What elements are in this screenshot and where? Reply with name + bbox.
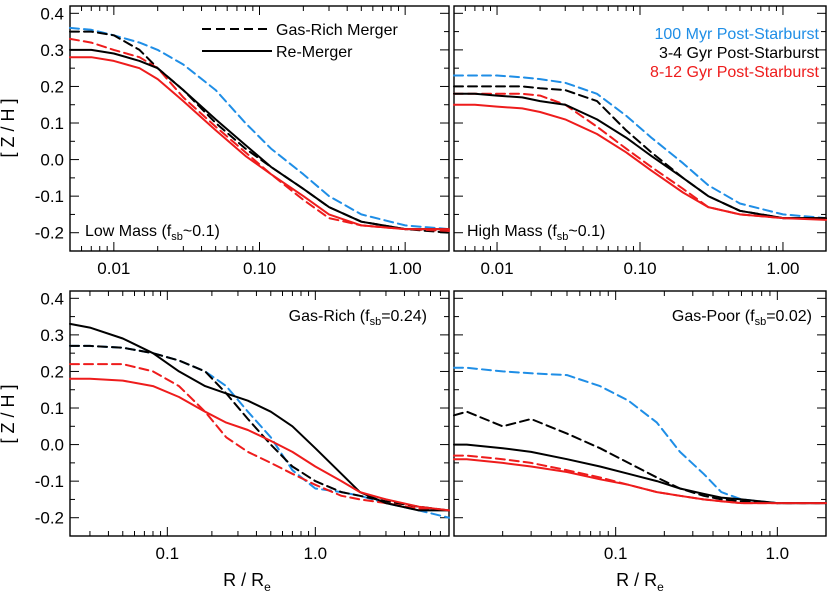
panel-high-mass: 0.01 0.10 1.00 High Mass (fsb~0.1): [453, 5, 827, 278]
y-axis-label-bottom: [ Z / H ]: [0, 384, 18, 443]
legend-line-styles: Gas-Rich Merger Re-Merger: [202, 22, 398, 61]
series-line-2: [453, 92, 827, 220]
y-axis-label-top: [ Z / H ]: [0, 98, 18, 157]
series-line-1: [453, 85, 827, 220]
series-line-1: [69, 30, 450, 234]
x-tick-label: 1.00: [766, 259, 799, 278]
annotation-post: =0.24): [381, 308, 427, 325]
annotation-pre: Low Mass (f: [85, 223, 172, 240]
panel-frame: [69, 290, 450, 537]
x-tick-label: 0.10: [623, 259, 656, 278]
annotation-post: ~0.1): [568, 223, 605, 240]
y-tick-label: -0.2: [35, 224, 64, 243]
series-line-3: [69, 48, 450, 231]
x-tick-label: 1.0: [766, 544, 790, 563]
annotation-sub: sb: [755, 316, 767, 328]
series-line-1: [453, 410, 827, 505]
y-tick-label: 0.3: [40, 41, 64, 60]
x-axis-label-right-sub: e: [657, 580, 664, 594]
y-tick-label: -0.1: [35, 472, 64, 491]
series-line-2: [453, 454, 827, 505]
x-axis-label-left-main: R / R: [223, 570, 264, 590]
x-tick-label: 0.10: [243, 259, 276, 278]
x-tick-label: 0.1: [604, 544, 628, 563]
x-axis-label-left: R / Re: [223, 570, 271, 594]
series-line-4: [453, 103, 827, 221]
annotation-sub: sb: [370, 316, 382, 328]
x-axis-label-left-sub: e: [264, 580, 271, 594]
series-line-4: [69, 377, 450, 512]
annotation-sub: sb: [171, 231, 183, 243]
series-line-4: [69, 56, 450, 231]
annotation-pre: Gas-Rich (f: [289, 308, 370, 325]
series-line-1: [69, 344, 450, 512]
annotation-sub: sb: [557, 231, 569, 243]
panel-annotation: Gas-Rich (fsb=0.24): [289, 308, 427, 328]
y-tick-label: 0.2: [40, 362, 64, 381]
panel-gas-poor: 0.1 1.0 Gas-Poor (fsb=0.02): [453, 290, 827, 563]
series-line-3: [69, 322, 450, 512]
series-line-2: [69, 363, 450, 512]
panel-annotation: Low Mass (fsb~0.1): [85, 223, 220, 243]
y-tick-label: 0.2: [40, 77, 64, 96]
legend-age-3-4gyr: 3-4 Gyr Post-Starburst: [659, 45, 820, 62]
series-line-2: [69, 37, 450, 232]
series-line-4: [453, 458, 827, 505]
panel-gas-rich: 0.1 1.0 0.4 0.3 0.2 0.1 0.0 -0.1 -0.2 Gas-Rich (f…: [35, 289, 450, 563]
y-tick-label: 0.1: [40, 114, 64, 133]
legend-age-8-12gyr: 8-12 Gyr Post-Starburst: [650, 64, 820, 81]
series-line-0: [69, 26, 450, 231]
y-tick-label: 0.4: [40, 289, 64, 308]
x-tick-label: 0.01: [480, 259, 513, 278]
legend-age-100myr: 100 Myr Post-Starburst: [655, 26, 820, 43]
legend-ages: 100 Myr Post-Starburst 3-4 Gyr Post-Star…: [650, 26, 820, 81]
series-line-3: [453, 443, 827, 505]
x-tick-label: 0.01: [97, 259, 130, 278]
annotation-post: ~0.1): [183, 223, 220, 240]
panel-annotation: High Mass (fsb~0.1): [467, 223, 605, 243]
y-tick-label: -0.1: [35, 187, 64, 206]
y-tick-label: 0.1: [40, 399, 64, 418]
legend-solid-label: Re-Merger: [276, 44, 353, 61]
series-line-0: [69, 344, 450, 519]
y-tick-label: 0.3: [40, 326, 64, 345]
panel-low-mass: 0.01 0.10 1.00 0.4 0.3 0.2 0.1 0.0 -0.1 -0.2 Low M…: [35, 4, 450, 278]
series-line-3: [453, 92, 827, 220]
series-line-0: [453, 366, 827, 505]
annotation-post: =0.02): [766, 308, 812, 325]
x-tick-label: 1.0: [304, 544, 328, 563]
y-tick-label: 0.4: [40, 4, 64, 23]
legend-dashed-label: Gas-Rich Merger: [276, 22, 398, 39]
x-axis-label-right-main: R / R: [616, 570, 657, 590]
y-tick-label: 0.0: [40, 151, 64, 170]
panel-annotation: Gas-Poor (fsb=0.02): [672, 308, 812, 328]
y-tick-label: 0.0: [40, 436, 64, 455]
series-line-0: [453, 74, 827, 220]
y-tick-label: -0.2: [35, 509, 64, 528]
x-tick-label: 1.00: [389, 259, 422, 278]
panel-frame: [453, 290, 827, 537]
annotation-pre: High Mass (f: [467, 223, 557, 240]
x-axis-label-right: R / Re: [616, 570, 664, 594]
annotation-pre: Gas-Poor (f: [672, 308, 755, 325]
x-tick-label: 0.1: [156, 544, 180, 563]
